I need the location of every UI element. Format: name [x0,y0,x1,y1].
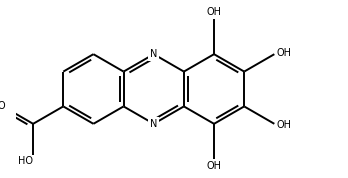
Text: OH: OH [207,161,222,171]
Text: OH: OH [277,48,292,58]
Text: N: N [150,49,157,59]
Text: O: O [0,101,6,111]
Text: OH: OH [277,120,292,130]
Text: N: N [150,119,157,129]
Text: OH: OH [207,7,222,17]
Text: HO: HO [18,156,33,166]
